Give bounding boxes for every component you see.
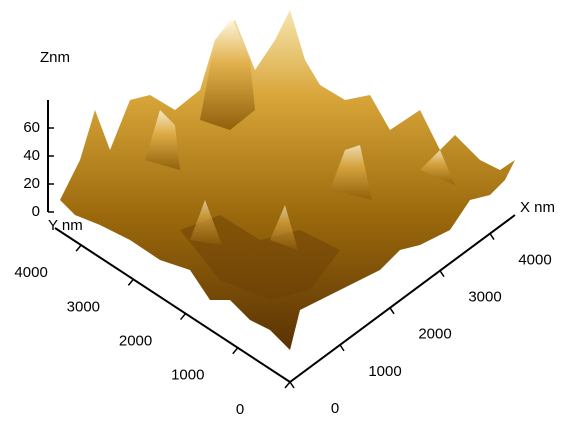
x-tick-label: 4000 [518, 252, 551, 269]
y-tick [179, 313, 187, 321]
z-tick-label: 20 [23, 175, 40, 192]
y-axis-label: Y nm [48, 217, 83, 234]
y-tick-label: 4000 [14, 264, 47, 281]
y-tick-label: 1000 [171, 367, 204, 384]
x-tick-label: 0 [331, 400, 339, 417]
surface [60, 10, 515, 350]
x-tick [389, 307, 395, 315]
x-tick-label: 1000 [368, 363, 401, 380]
x-axis [289, 214, 516, 383]
y-tick-label: 2000 [119, 333, 152, 350]
y-tick [232, 347, 239, 355]
y-tick-label: 0 [236, 401, 244, 418]
x-tick [339, 344, 345, 352]
x-tick-label: 2000 [418, 326, 451, 343]
x-axis-label: X nm [520, 199, 555, 216]
z-tick-label: 60 [23, 119, 40, 136]
y-tick-label: 3000 [67, 298, 100, 315]
x-tick-label: 3000 [468, 289, 501, 306]
x-tick [489, 233, 495, 240]
y-axis [54, 227, 291, 383]
y-tick [284, 381, 291, 389]
x-tick [439, 270, 445, 278]
x-tick [289, 381, 295, 389]
z-axis-label: Znm [40, 49, 70, 66]
y-tick [75, 244, 82, 252]
z-tick-label: 0 [32, 203, 40, 220]
y-tick [127, 278, 134, 286]
z-tick-label: 40 [23, 147, 40, 164]
